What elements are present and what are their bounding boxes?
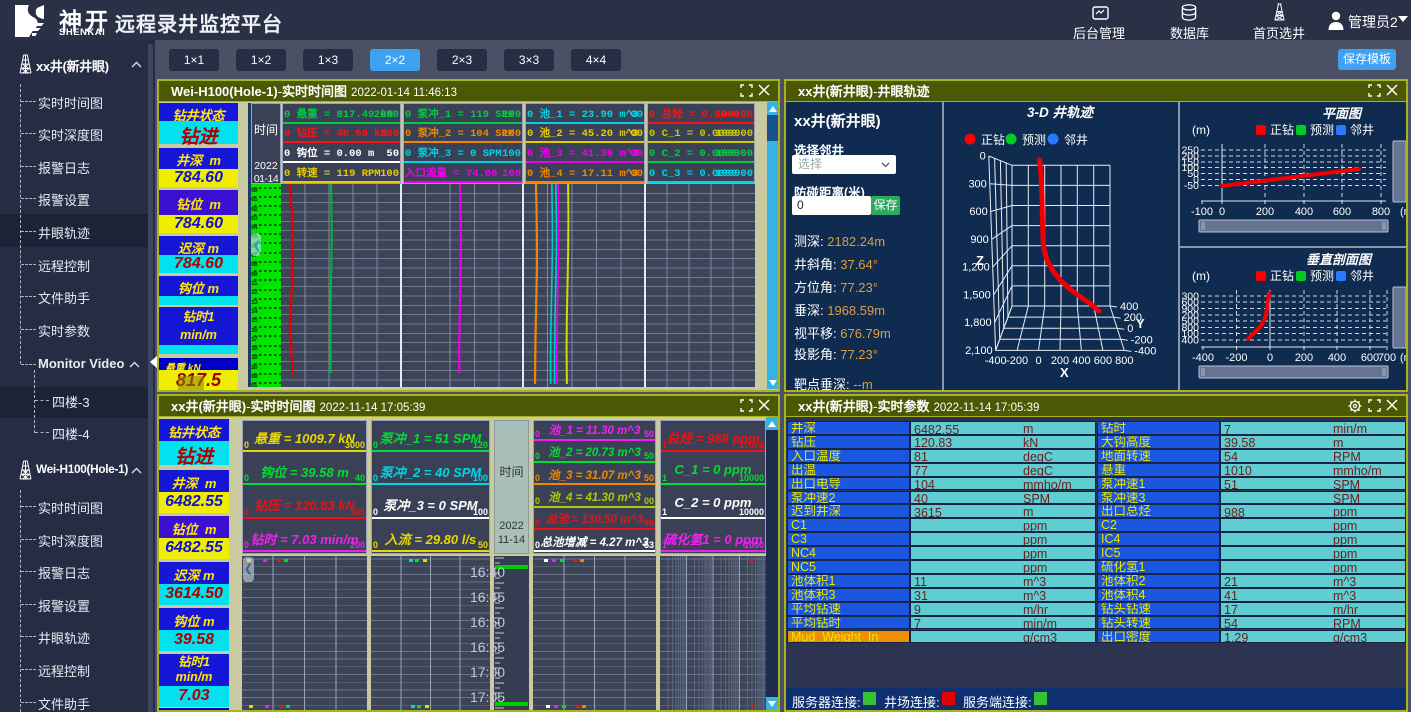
svg-text:(m): (m) <box>1192 269 1210 283</box>
svg-text:600: 600 <box>1094 355 1112 367</box>
svg-text:200: 200 <box>1181 309 1199 321</box>
svg-text:2,100: 2,100 <box>965 345 993 357</box>
svg-text:200: 200 <box>1295 352 1313 364</box>
svg-text:09: 09 <box>251 373 258 380</box>
svg-text:400: 400 <box>1181 335 1199 347</box>
svg-text:200: 200 <box>1181 150 1199 162</box>
svg-text:❮: ❮ <box>253 240 262 252</box>
svg-text:正钻: 正钻 <box>1270 268 1294 283</box>
svg-text:-200: -200 <box>1131 334 1153 346</box>
svg-text:13: 13 <box>251 299 258 306</box>
svg-text:0: 0 <box>1035 355 1041 367</box>
svg-text:16: 16 <box>251 327 258 334</box>
svg-text:1,800: 1,800 <box>964 317 992 329</box>
svg-text:18: 18 <box>251 345 258 352</box>
svg-text:-400: -400 <box>985 355 1007 367</box>
svg-text:600: 600 <box>1333 206 1351 218</box>
svg-text:预测: 预测 <box>1022 133 1046 147</box>
svg-text:-200: -200 <box>1006 355 1028 367</box>
svg-text:03: 03 <box>251 215 258 222</box>
svg-text:400: 400 <box>1328 352 1346 364</box>
svg-text:800: 800 <box>1372 206 1390 218</box>
svg-text:50: 50 <box>1187 168 1199 180</box>
svg-text:300: 300 <box>968 178 986 190</box>
svg-text:预测: 预测 <box>1310 123 1334 137</box>
svg-text:(m): (m) <box>1400 352 1406 364</box>
svg-text:0: 0 <box>1219 206 1225 218</box>
svg-text:-400: -400 <box>1192 352 1214 364</box>
svg-text:04: 04 <box>251 224 258 231</box>
svg-text:预测: 预测 <box>1310 269 1334 283</box>
svg-text:3-D 井轨迹: 3-D 井轨迹 <box>1027 105 1096 120</box>
svg-text:14: 14 <box>251 308 258 315</box>
svg-text:600: 600 <box>969 206 987 218</box>
svg-text:15: 15 <box>251 317 258 324</box>
svg-text:600: 600 <box>1361 352 1379 364</box>
svg-text:200: 200 <box>1124 312 1142 324</box>
svg-text:250: 250 <box>1181 145 1199 157</box>
svg-text:700: 700 <box>1378 352 1396 364</box>
svg-text:600: 600 <box>1181 297 1199 309</box>
svg-text:1,500: 1,500 <box>963 289 991 301</box>
svg-text:邻井: 邻井 <box>1064 133 1088 147</box>
svg-text:垂直剖面图: 垂直剖面图 <box>1306 252 1373 267</box>
svg-text:150: 150 <box>1181 156 1199 168</box>
svg-text:邻井: 邻井 <box>1350 123 1374 137</box>
svg-text:0: 0 <box>1193 174 1199 186</box>
svg-text:12: 12 <box>251 289 258 296</box>
svg-text:19: 19 <box>251 354 258 361</box>
svg-text:-100: -100 <box>1191 206 1213 218</box>
svg-text:09: 09 <box>251 187 258 194</box>
svg-text:20: 20 <box>251 364 258 371</box>
svg-text:邻井: 邻井 <box>1350 269 1374 283</box>
svg-text:11: 11 <box>251 280 258 287</box>
svg-text:800: 800 <box>1181 322 1199 334</box>
svg-text:01: 01 <box>251 196 258 203</box>
svg-text:0: 0 <box>1267 352 1273 364</box>
svg-text:200: 200 <box>1256 206 1274 218</box>
svg-text:0: 0 <box>1127 323 1133 335</box>
svg-text:-50: -50 <box>1184 180 1199 192</box>
svg-text:-200: -200 <box>1225 352 1247 364</box>
svg-text:500: 500 <box>1181 316 1199 328</box>
svg-text:(m): (m) <box>1192 123 1210 137</box>
svg-text:-400: -400 <box>1134 345 1156 357</box>
svg-text:Y: Y <box>1136 316 1145 331</box>
svg-text:900: 900 <box>1181 303 1199 315</box>
svg-text:01: 01 <box>251 382 258 387</box>
svg-text:200: 200 <box>1051 355 1069 367</box>
svg-text:400: 400 <box>1072 355 1090 367</box>
svg-text:800: 800 <box>1115 355 1133 367</box>
svg-text:08: 08 <box>251 261 258 268</box>
svg-text:300: 300 <box>1181 290 1199 302</box>
svg-text:02: 02 <box>251 206 258 213</box>
svg-text:0: 0 <box>980 151 986 163</box>
svg-text:正钻: 正钻 <box>1270 122 1294 137</box>
svg-text:900: 900 <box>970 234 988 246</box>
svg-text:Z: Z <box>976 253 984 268</box>
svg-text:100: 100 <box>1181 328 1199 340</box>
svg-text:平面图: 平面图 <box>1322 106 1363 121</box>
svg-text:100: 100 <box>1181 162 1199 174</box>
svg-text:X: X <box>1060 365 1069 380</box>
svg-text:(m): (m) <box>1400 206 1406 218</box>
svg-text:正钻: 正钻 <box>981 132 1005 147</box>
svg-text:09: 09 <box>251 271 258 278</box>
svg-text:400: 400 <box>1295 206 1313 218</box>
svg-text:1,200: 1,200 <box>962 262 990 274</box>
svg-text:17: 17 <box>251 336 258 343</box>
svg-text:400: 400 <box>1120 301 1138 313</box>
